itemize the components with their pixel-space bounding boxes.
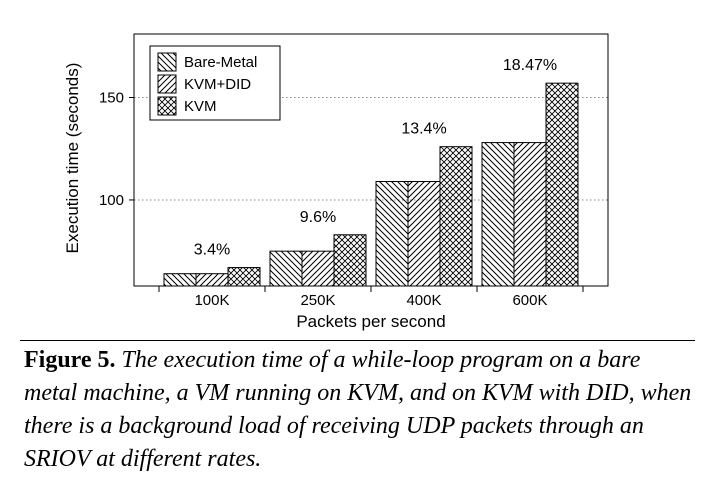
caption-text: The execution time of a while-loop progr… bbox=[24, 347, 692, 472]
x-axis-label: Packets per second bbox=[296, 312, 445, 331]
figure-caption: Figure 5. The execution time of a while-… bbox=[24, 344, 694, 476]
y-tick-label-100: 100 bbox=[99, 192, 124, 209]
x-tick-label-250K: 250K bbox=[300, 292, 335, 309]
x-axis: 100K 250K 400K 600K bbox=[158, 286, 584, 309]
legend-label-bare-metal: Bare-Metal bbox=[184, 54, 257, 71]
chart: 3.4% 9.6% 13.4% 18.47% 100 150 100K 250K 400K 6… bbox=[63, 33, 609, 331]
bar-kvm-250K bbox=[333, 234, 367, 287]
annotation-2: 9.6% bbox=[300, 209, 336, 226]
legend-label-kvm-did: KVM+DID bbox=[184, 76, 251, 93]
y-axis: 100 150 bbox=[99, 90, 134, 209]
x-tick-label-100K: 100K bbox=[194, 292, 229, 309]
bar-kvm-did-600K bbox=[513, 142, 547, 287]
legend-swatch-bare-metal bbox=[157, 52, 177, 72]
bar-bare-metal-600K bbox=[481, 142, 515, 287]
x-tick-label-600K: 600K bbox=[512, 292, 547, 309]
y-axis-label: Execution time (seconds) bbox=[63, 63, 82, 254]
bars bbox=[163, 82, 579, 287]
bar-kvm-did-400K bbox=[407, 181, 441, 287]
gridlines bbox=[134, 97, 608, 201]
legend: Bare-Metal KVM+DID KVM bbox=[149, 45, 281, 121]
annotations: 3.4% 9.6% 13.4% 18.47% bbox=[194, 57, 557, 258]
annotation-4: 18.47% bbox=[503, 57, 557, 74]
annotation-3: 13.4% bbox=[401, 121, 446, 138]
annotation-1: 3.4% bbox=[194, 242, 230, 259]
caption-divider bbox=[20, 340, 695, 341]
bar-kvm-600K bbox=[545, 82, 579, 287]
y-tick-label-150: 150 bbox=[99, 90, 124, 107]
legend-swatch-kvm-did bbox=[157, 74, 177, 94]
bar-kvm-did-100K bbox=[195, 273, 229, 287]
bar-kvm-100K bbox=[227, 267, 261, 287]
legend-label-kvm: KVM bbox=[184, 98, 217, 115]
x-tick-label-400K: 400K bbox=[406, 292, 441, 309]
bar-kvm-400K bbox=[439, 146, 473, 287]
bar-kvm-did-250K bbox=[301, 250, 335, 287]
bar-bare-metal-400K bbox=[375, 181, 409, 287]
legend-swatch-kvm bbox=[157, 96, 177, 116]
bar-bare-metal-100K bbox=[163, 273, 197, 287]
bar-bare-metal-250K bbox=[269, 250, 303, 287]
caption-label: Figure 5. bbox=[24, 347, 116, 373]
